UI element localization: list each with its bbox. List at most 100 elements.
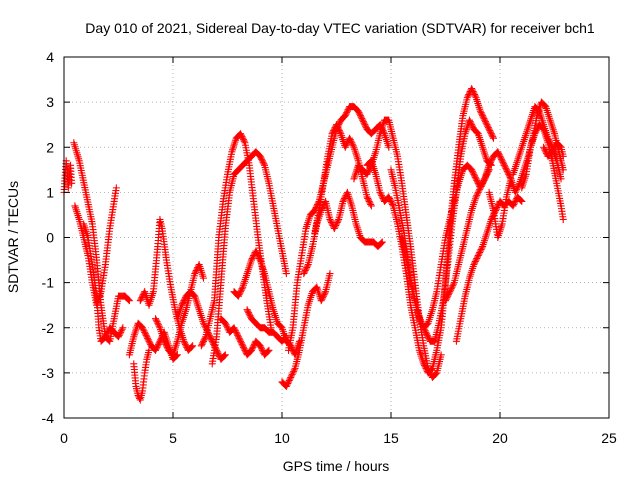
data-point bbox=[237, 339, 245, 347]
data-point bbox=[264, 347, 272, 355]
data-point bbox=[162, 342, 170, 350]
data-point bbox=[367, 202, 375, 210]
data-point bbox=[449, 282, 457, 290]
data-point bbox=[200, 321, 208, 329]
data-point bbox=[356, 112, 364, 120]
data-point bbox=[248, 345, 256, 353]
data-point bbox=[348, 140, 356, 148]
data-point bbox=[258, 345, 266, 353]
data-point bbox=[531, 130, 539, 138]
y-tick-label: -2 bbox=[42, 320, 55, 336]
data-point bbox=[138, 324, 146, 332]
data-point bbox=[510, 200, 518, 208]
data-point bbox=[162, 340, 170, 348]
data-point bbox=[234, 292, 242, 300]
data-point bbox=[484, 122, 492, 130]
data-point bbox=[470, 89, 478, 97]
data-point bbox=[494, 148, 502, 156]
data-point bbox=[480, 115, 488, 123]
data-point bbox=[333, 122, 341, 130]
data-point bbox=[146, 339, 154, 347]
data-point bbox=[197, 342, 205, 350]
data-point bbox=[548, 148, 556, 156]
data-point bbox=[421, 363, 429, 371]
data-point bbox=[472, 175, 480, 183]
data-point bbox=[330, 224, 338, 232]
data-point bbox=[485, 125, 493, 133]
data-point bbox=[367, 200, 375, 208]
data-point bbox=[466, 118, 474, 126]
data-point bbox=[231, 327, 239, 335]
data-point bbox=[500, 160, 508, 168]
data-point bbox=[467, 119, 475, 127]
data-point bbox=[432, 370, 440, 378]
data-series-s16 bbox=[285, 103, 393, 354]
data-point bbox=[255, 253, 263, 261]
data-point bbox=[358, 115, 366, 123]
data-point bbox=[487, 157, 495, 165]
x-tick-label: 5 bbox=[169, 430, 177, 446]
data-point bbox=[153, 343, 161, 351]
data-point bbox=[285, 376, 293, 384]
data-point bbox=[388, 199, 396, 207]
data-point bbox=[302, 265, 310, 273]
data-point bbox=[331, 223, 339, 231]
data-point bbox=[363, 193, 371, 201]
data-point bbox=[346, 134, 354, 142]
data-point bbox=[258, 157, 266, 165]
data-point bbox=[252, 247, 260, 255]
data-point bbox=[303, 264, 311, 272]
data-series-s4 bbox=[80, 220, 127, 345]
data-point bbox=[424, 333, 432, 341]
data-point bbox=[471, 258, 479, 266]
y-tick-label: 1 bbox=[46, 184, 54, 200]
data-point bbox=[232, 328, 240, 336]
data-point bbox=[282, 382, 290, 390]
data-point bbox=[488, 131, 496, 139]
data-point bbox=[476, 107, 484, 115]
data-point bbox=[475, 187, 483, 195]
data-point bbox=[364, 194, 372, 202]
data-point bbox=[125, 297, 133, 305]
data-point bbox=[285, 378, 293, 386]
data-point bbox=[334, 124, 342, 132]
data-point bbox=[497, 155, 505, 163]
data-point bbox=[387, 197, 395, 205]
y-tick-label: 4 bbox=[46, 49, 54, 65]
x-tick-label: 25 bbox=[601, 430, 617, 446]
data-point bbox=[258, 155, 266, 163]
data-point bbox=[118, 325, 126, 333]
data-point bbox=[349, 142, 357, 150]
data-point bbox=[488, 155, 496, 163]
data-point bbox=[181, 339, 189, 347]
data-point bbox=[492, 205, 500, 213]
data-point bbox=[181, 295, 189, 303]
data-point bbox=[428, 365, 436, 373]
data-point bbox=[472, 256, 480, 264]
data-series-s18 bbox=[311, 121, 375, 237]
data-point bbox=[359, 116, 367, 124]
data-point bbox=[200, 337, 208, 345]
data-point bbox=[515, 181, 523, 189]
data-point bbox=[152, 345, 160, 353]
data-point bbox=[326, 215, 334, 223]
data-point bbox=[256, 152, 264, 160]
data-point bbox=[540, 145, 548, 153]
data-point bbox=[224, 324, 231, 332]
data-point bbox=[101, 333, 109, 341]
data-point bbox=[163, 343, 171, 351]
data-point bbox=[152, 316, 160, 324]
data-point bbox=[335, 127, 343, 135]
data-point bbox=[502, 164, 510, 172]
data-point bbox=[320, 291, 328, 299]
data-point bbox=[326, 270, 334, 278]
data-point bbox=[481, 116, 489, 124]
data-point bbox=[253, 250, 261, 258]
data-point bbox=[223, 322, 231, 330]
data-point bbox=[556, 142, 564, 150]
data-point bbox=[201, 334, 209, 342]
data-point bbox=[348, 139, 356, 147]
data-point bbox=[238, 340, 246, 348]
data-point bbox=[154, 340, 162, 348]
